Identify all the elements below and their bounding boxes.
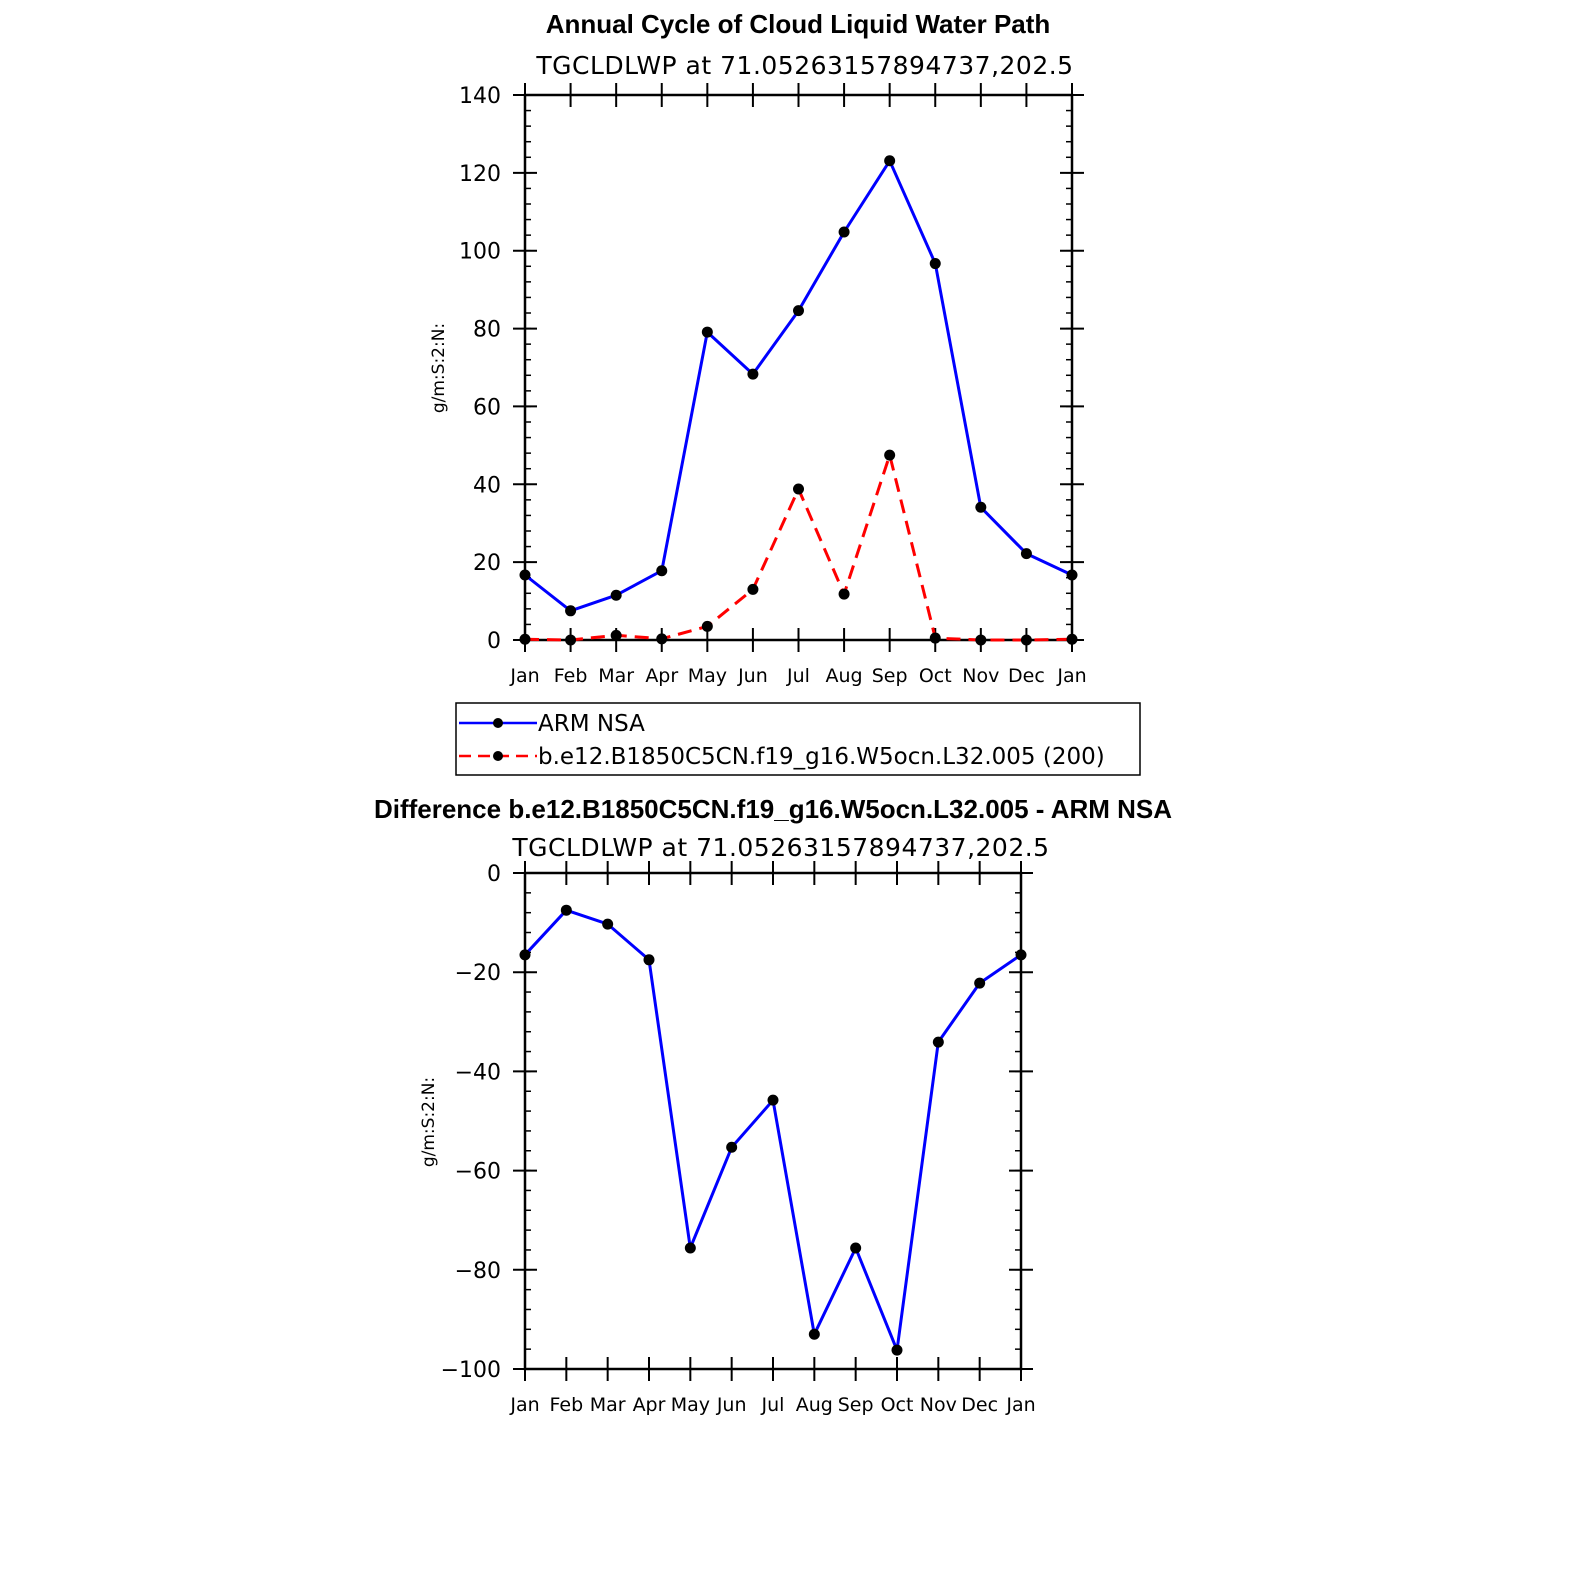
top-chart-legend: ARM NSA b.e12.B1850C5CN.f19_g16.W5ocn.L3… <box>455 702 1141 776</box>
bottom-ytick-label: −20 <box>455 961 501 986</box>
bottom-xtick-label: Jun <box>716 1394 747 1416</box>
bottom-series-0-point <box>560 904 572 916</box>
top-xtick-label: Nov <box>962 665 999 687</box>
top-series-0-point <box>610 589 622 601</box>
bottom-ytick-label: −60 <box>455 1160 501 1185</box>
top-series-1-point <box>929 632 941 644</box>
legend-marker-model <box>493 751 503 761</box>
bottom-series-0-point <box>891 1344 903 1356</box>
top-series-0-point <box>793 305 804 317</box>
bottom-ytick-label: −100 <box>441 1358 501 1383</box>
top-series-1-point <box>565 634 577 646</box>
bottom-xtick-label: Aug <box>796 1394 833 1416</box>
bottom-series-0-point <box>643 954 655 966</box>
bottom-xtick-label: Dec <box>961 1394 998 1416</box>
top-series-0-point <box>1066 569 1078 581</box>
bottom-xtick-label: Nov <box>920 1394 957 1416</box>
top-series-0-point <box>747 368 759 380</box>
legend-label-model: b.e12.B1850C5CN.f19_g16.W5ocn.L32.005 (2… <box>538 744 1105 770</box>
bottom-ytick-label: −40 <box>455 1060 501 1085</box>
bottom-xtick-label: Feb <box>550 1394 584 1416</box>
top-series-0-point <box>701 326 713 338</box>
top-xtick-label: Dec <box>1008 665 1045 687</box>
bottom-series-0-point <box>602 918 614 930</box>
bottom-xtick-label: Mar <box>590 1394 626 1416</box>
top-xtick-label: Jul <box>786 665 810 687</box>
bottom-xtick-label: Jul <box>761 1394 785 1416</box>
top-ytick-label: 140 <box>459 84 501 109</box>
bottom-xtick-label: Jan <box>1005 1394 1035 1416</box>
bottom-series-0-point <box>850 1242 862 1254</box>
top-xtick-label: Jan <box>509 665 539 687</box>
top-xtick-label: Jan <box>1056 665 1086 687</box>
top-series-0-point <box>656 565 668 577</box>
top-series-1-line <box>524 453 1073 642</box>
top-xtick-label: Apr <box>645 665 678 687</box>
bottom-series-0-point <box>932 1036 944 1048</box>
top-series-1-point <box>975 634 987 646</box>
top-series-0-point <box>565 605 577 617</box>
top-series-1-point <box>747 583 759 595</box>
top-chart-subtitle: TGCLDLWP at 71.05263157894737,202.5 <box>535 51 1073 80</box>
top-series-0-point <box>884 155 896 167</box>
top-ytick-label: 0 <box>487 629 501 654</box>
bottom-series-0-point <box>726 1141 738 1153</box>
bottom-chart-plot: 0 −20 −40 −60 −80 −100 Jan Feb Mar Apr May Jun Jul Au… <box>441 861 1036 1416</box>
top-series-1-point <box>610 629 622 641</box>
top-chart-plot: 0 20 40 60 80 100 120 140 Jan Feb Mar Apr May Jun Jul A… <box>459 83 1087 687</box>
top-series-0-point <box>929 258 941 270</box>
bottom-series-0-point <box>767 1094 779 1106</box>
top-ytick-label: 120 <box>459 162 501 187</box>
legend-box <box>455 702 1141 776</box>
top-series-1-point <box>884 449 896 461</box>
top-ytick-label: 80 <box>473 318 501 343</box>
bottom-ytick-label: −80 <box>455 1259 501 1284</box>
bottom-ytick-label: 0 <box>487 862 501 887</box>
bottom-series-0-line <box>523 908 1022 1352</box>
top-chart-title: Annual Cycle of Cloud Liquid Water Path <box>546 9 1051 39</box>
bottom-series-0-point <box>808 1328 820 1340</box>
top-series-1-point <box>701 620 713 632</box>
top-series-1-point <box>656 633 668 645</box>
bottom-xtick-label: Apr <box>633 1394 666 1416</box>
top-plot-frame <box>523 93 1074 642</box>
bottom-plot-frame <box>523 871 1023 1371</box>
top-chart-ylabel: g/m:S:2:N: <box>429 323 449 413</box>
top-series-1-point <box>519 633 531 645</box>
top-ytick-label: 20 <box>473 551 501 576</box>
top-xtick-label: Jun <box>737 665 768 687</box>
legend-marker-arm-nsa <box>493 718 503 728</box>
bottom-xtick-label: Oct <box>881 1394 914 1416</box>
top-ytick-label: 100 <box>459 240 501 265</box>
top-series-0-point <box>519 569 531 581</box>
top-series-0-point <box>1020 548 1032 560</box>
top-xtick-label: Sep <box>872 665 908 687</box>
bottom-chart-title: Difference b.e12.B1850C5CN.f19_g16.W5ocn… <box>374 794 1172 824</box>
top-xtick-label: May <box>688 665 727 687</box>
top-series-0-point <box>838 226 850 238</box>
top-ytick-label: 60 <box>473 395 501 420</box>
top-xtick-label: Mar <box>598 665 634 687</box>
top-series-1-point <box>1066 633 1078 645</box>
legend-label-arm-nsa: ARM NSA <box>538 711 645 737</box>
top-xtick-label: Aug <box>826 665 863 687</box>
top-series-1-point <box>838 588 850 600</box>
bottom-series-0-point <box>974 977 986 989</box>
bottom-chart-ylabel: g/m:S:2:N: <box>419 1077 439 1167</box>
bottom-series-0-point <box>519 949 531 961</box>
top-series-1-point <box>793 483 804 495</box>
top-series-0-line <box>524 159 1073 613</box>
top-series-0-point <box>975 501 987 513</box>
top-xtick-label: Feb <box>554 665 588 687</box>
bottom-xtick-label: May <box>671 1394 710 1416</box>
top-ytick-label: 40 <box>473 473 501 498</box>
bottom-chart-subtitle: TGCLDLWP at 71.05263157894737,202.5 <box>511 833 1049 862</box>
bottom-series-0-point <box>684 1242 696 1254</box>
top-series-1-point <box>1020 634 1032 646</box>
bottom-xtick-label: Sep <box>838 1394 874 1416</box>
top-xtick-label: Oct <box>919 665 952 687</box>
bottom-series-0-point <box>1015 949 1027 961</box>
bottom-xtick-label: Jan <box>509 1394 539 1416</box>
